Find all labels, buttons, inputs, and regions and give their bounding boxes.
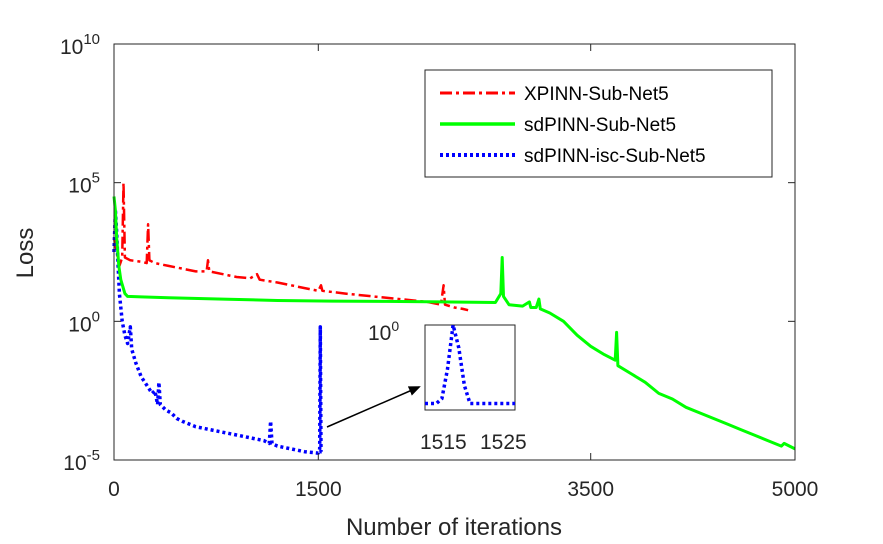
x-tick-label: 5000: [772, 478, 819, 501]
x-axis-title: Number of iterations: [346, 514, 562, 541]
y-axis-title: Loss: [12, 228, 39, 279]
series-line-xpinn-sub-net5: [112, 181, 469, 312]
y-tick-label: 105: [68, 170, 100, 198]
inset-plot: 100 1515 1525: [368, 318, 527, 454]
inset-x-tick-label-1515: 1515: [420, 431, 467, 454]
legend-label-sdpinn-isc: sdPINN-isc-Sub-Net5: [524, 146, 706, 167]
inset-arrow: [326, 386, 421, 428]
inset-y-tick-label: 100: [368, 318, 399, 345]
inset-x-tick-label-1525: 1525: [480, 431, 527, 454]
inset-frame: [424, 324, 516, 411]
legend: XPINN-Sub-Net5 sdPINN-Sub-Net5 sdPINN-is…: [424, 69, 773, 178]
plot-frame: [113, 43, 796, 461]
x-tick-label: 1500: [295, 478, 342, 501]
series-layer: [112, 181, 796, 455]
legend-label-sdpinn: sdPINN-Sub-Net5: [524, 115, 676, 136]
legend-label-xpinn: XPINN-Sub-Net5: [524, 84, 669, 105]
y-tick-label: 10-5: [63, 447, 100, 475]
x-tick-label: 0: [108, 478, 120, 501]
y-tick-label: 100: [68, 308, 100, 336]
series-line-sdpinn-isc-sub-net5: [112, 208, 323, 455]
y-tick-label: 1010: [60, 31, 100, 59]
x-tick-label: 3500: [567, 478, 614, 501]
ticks-layer: 0 1500 3500 5000 1010 105 100 10-5: [60, 31, 818, 501]
series-line-sdpinn-sub-net5: [112, 196, 796, 451]
